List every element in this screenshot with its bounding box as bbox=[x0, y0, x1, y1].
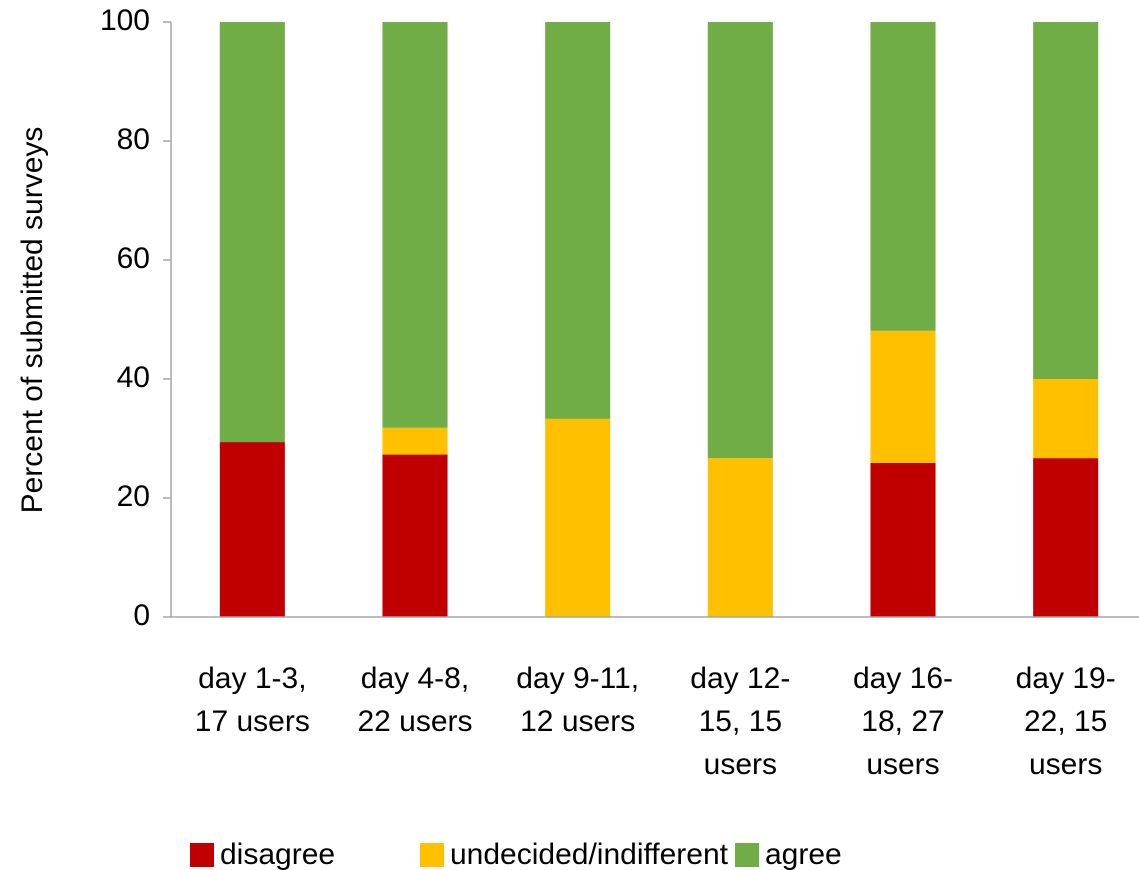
y-tick-label: 100 bbox=[100, 4, 150, 37]
bar-segment bbox=[870, 330, 936, 463]
bar-segment bbox=[1033, 458, 1099, 617]
x-tick-label: day 16- bbox=[853, 662, 953, 695]
x-tick-label: 22 users bbox=[357, 705, 472, 738]
y-axis-title: Percent of submitted surveys bbox=[16, 127, 49, 514]
bar-segment bbox=[545, 418, 611, 617]
y-tick-label: 0 bbox=[133, 599, 150, 632]
y-tick-label: 60 bbox=[117, 242, 150, 275]
bar-segment bbox=[707, 458, 773, 617]
x-tick-label: 12 users bbox=[520, 705, 635, 738]
bar-segment bbox=[707, 22, 773, 459]
x-tick-label: day 1-3, bbox=[198, 662, 306, 695]
legend-label: disagree bbox=[220, 838, 335, 870]
bar-segment bbox=[219, 22, 285, 443]
bar-segment bbox=[382, 427, 448, 455]
x-tick-label: 18, 27 bbox=[861, 705, 944, 738]
x-tick-label: 17 users bbox=[195, 705, 310, 738]
y-tick-label: 40 bbox=[117, 361, 150, 394]
y-tick-label: 80 bbox=[117, 123, 150, 156]
y-tick-label: 20 bbox=[117, 480, 150, 513]
bar-segment bbox=[1033, 22, 1099, 379]
legend-swatch bbox=[420, 843, 444, 867]
x-tick-label: users bbox=[1029, 748, 1102, 781]
bar-segment bbox=[1033, 379, 1099, 459]
bar-segment bbox=[382, 22, 448, 428]
legend-label: undecided/indifferent bbox=[450, 838, 729, 870]
bar-segment bbox=[870, 462, 936, 617]
legend-label: agree bbox=[765, 838, 842, 870]
x-tick-label: users bbox=[866, 748, 939, 781]
legend-swatch bbox=[735, 843, 759, 867]
x-tick-label: day 12- bbox=[690, 662, 790, 695]
x-tick-label: day 9-11, bbox=[516, 662, 639, 695]
bar-segment bbox=[382, 454, 448, 617]
x-tick-label: 22, 15 bbox=[1024, 705, 1107, 738]
bar-segment bbox=[545, 22, 611, 419]
legend-swatch bbox=[190, 843, 214, 867]
bar-segment bbox=[219, 442, 285, 617]
x-tick-label: users bbox=[704, 748, 777, 781]
x-tick-label: day 19- bbox=[1016, 662, 1116, 695]
bar-segment bbox=[870, 22, 936, 331]
x-tick-label: 15, 15 bbox=[699, 705, 782, 738]
x-tick-label: day 4-8, bbox=[361, 662, 469, 695]
